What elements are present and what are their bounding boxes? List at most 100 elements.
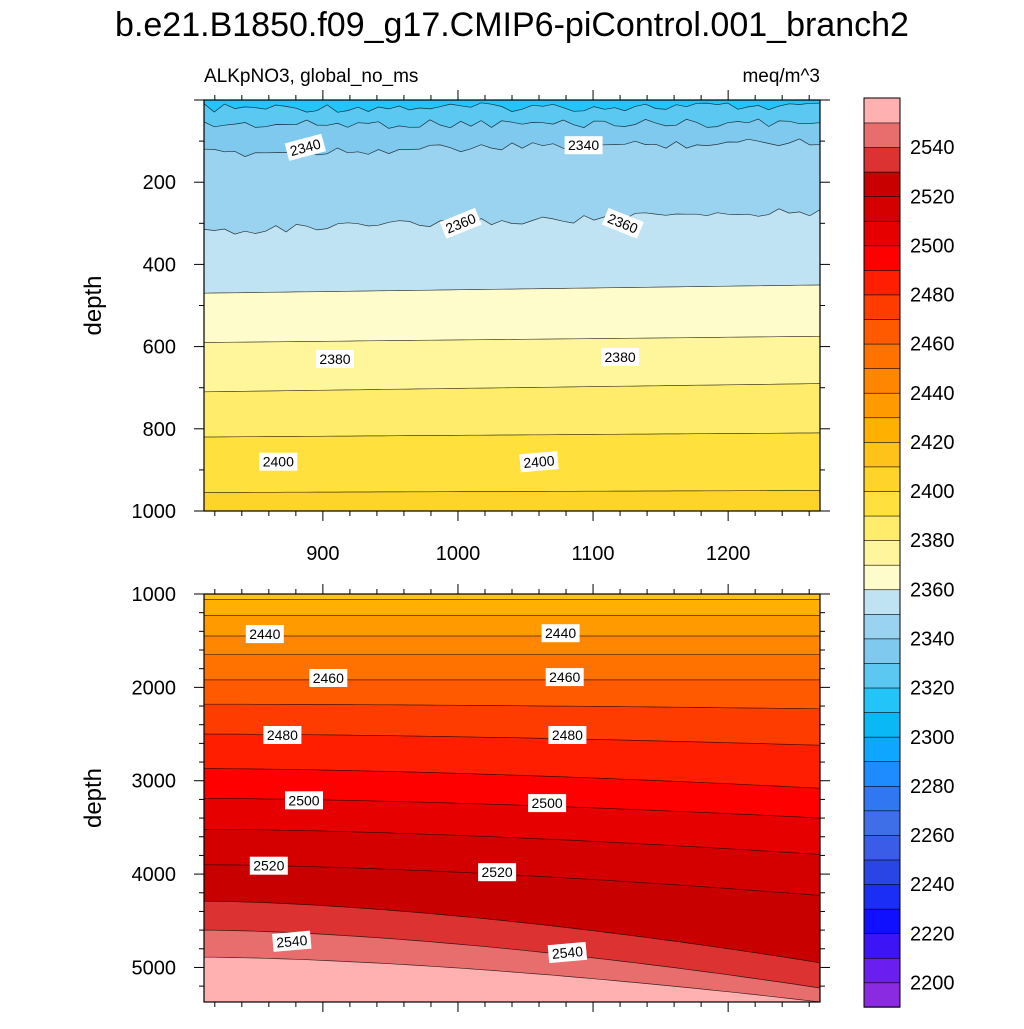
y-tick-label: 4000 xyxy=(132,864,177,886)
contour-label-box xyxy=(285,791,323,810)
x-tick-label: 1100 xyxy=(572,543,615,565)
colorbar-box xyxy=(863,589,901,615)
colorbar-box xyxy=(863,908,901,934)
colorbar-box xyxy=(863,613,901,640)
colorbar-box xyxy=(863,638,901,664)
contour-line-2350 xyxy=(204,208,820,235)
colorbar-box xyxy=(863,392,901,419)
colorbar-tick-label: 2280 xyxy=(910,776,955,798)
colorbar-box xyxy=(863,97,901,124)
colorbar-tick-label: 2440 xyxy=(910,383,955,405)
contour-label-2540: 2540 xyxy=(272,930,312,952)
colorbar-tick-label: 2520 xyxy=(910,186,955,208)
colorbar-box xyxy=(863,662,901,689)
contour-field: 2440 2440 2460 2460 2480 2480 2500 2500 2520 2520… xyxy=(204,594,820,1002)
colorbar-box xyxy=(863,761,901,787)
contour-label-2400: 2400 xyxy=(519,451,559,473)
colorbar-box xyxy=(863,122,901,148)
contour-label-box xyxy=(519,451,559,473)
colorbar-tick-label: 2320 xyxy=(910,678,955,700)
contour-label-box xyxy=(272,930,312,952)
contour-label-text: 2520 xyxy=(482,864,513,880)
subtitle-right: meq/m^3 xyxy=(742,66,820,87)
contour-label-box xyxy=(548,726,587,744)
contour-line-2550 xyxy=(204,956,820,1002)
y-tick-label: 600 xyxy=(143,337,176,359)
colorbar-frame xyxy=(863,97,901,1008)
contour-label-box xyxy=(601,207,644,239)
contour-label-2340: 2340 xyxy=(284,133,326,161)
y-tick-label: 3000 xyxy=(132,771,177,793)
colorbar-box xyxy=(863,736,901,763)
contour-label-box xyxy=(528,794,567,813)
x-axis xyxy=(214,584,810,1012)
colorbar-box xyxy=(863,146,901,173)
contour-label-text: 2340 xyxy=(288,135,322,159)
contour-label-box xyxy=(259,452,298,471)
colorbar-box xyxy=(863,318,901,345)
contour-line-2320 xyxy=(204,102,820,113)
contour-label-2480: 2480 xyxy=(548,726,587,744)
colorbar-box xyxy=(863,711,901,738)
contour-label-2500: 2500 xyxy=(285,791,323,810)
colorbar-box xyxy=(863,982,901,1008)
colorbar-box xyxy=(863,859,901,885)
colorbar-box xyxy=(863,220,901,247)
contour-line-2390 xyxy=(204,432,820,438)
colorbar-tick-label: 2300 xyxy=(910,727,955,749)
contour-label-text: 2460 xyxy=(313,670,344,686)
colorbar-box xyxy=(863,883,901,910)
x-tick-label: 1000 xyxy=(436,543,481,565)
contour-label-text: 2460 xyxy=(549,669,580,685)
colorbar-box xyxy=(863,515,901,541)
contour-line-2510 xyxy=(204,828,820,855)
colorbar-box xyxy=(863,441,901,468)
colorbar-tick-label: 2460 xyxy=(910,334,955,356)
contour-label-2380: 2380 xyxy=(316,349,354,368)
contour-label-box xyxy=(439,207,482,239)
colorbar: 2200 2220 2240 2260 2280 2300 2320 2340 2360 2380… xyxy=(863,97,955,1008)
contour-label-text: 2440 xyxy=(249,626,280,642)
colorbar-tick-label: 2220 xyxy=(910,923,955,945)
colorbar-tick-label: 2260 xyxy=(910,825,955,847)
contour-label-box xyxy=(478,863,517,882)
colorbar-tick-label: 2420 xyxy=(910,432,955,454)
y-tick-label: 5000 xyxy=(132,957,177,979)
y-tick-label: 800 xyxy=(143,419,176,441)
colorbar-tick-label: 2400 xyxy=(910,481,955,503)
colorbar-tick-label: 2500 xyxy=(910,235,955,257)
contour-label-box xyxy=(541,624,580,643)
contour-label-text: 2400 xyxy=(263,454,294,470)
x-tick-label: 1200 xyxy=(706,543,751,565)
lower-panel: 2440 2440 2460 2460 2480 2480 2500 2500 2520 2520… xyxy=(80,584,830,1012)
contour-label-text: 2500 xyxy=(532,795,563,811)
contour-line-2330 xyxy=(204,118,820,129)
colorbar-box xyxy=(863,269,901,296)
colorbar-box xyxy=(863,417,901,443)
subtitle-left: ALKpNO3, global_no_ms xyxy=(204,66,418,87)
colorbar-tick-label: 2380 xyxy=(910,530,955,552)
contour-label-2380: 2380 xyxy=(601,347,640,366)
contour-label-box xyxy=(545,668,584,687)
colorbar-box xyxy=(863,932,901,959)
contour-label-text: 2540 xyxy=(551,943,584,962)
colorbar-box xyxy=(863,466,901,492)
y-axis-label: depth xyxy=(80,768,107,828)
contour-label-text: 2440 xyxy=(545,625,576,641)
y-axis: 1000 2000 3000 4000 5000 xyxy=(132,584,830,987)
contour-line-2480 xyxy=(204,733,820,746)
colorbar-tick-label: 2340 xyxy=(910,629,955,651)
colorbar-box xyxy=(863,490,901,517)
contour-label-2480: 2480 xyxy=(263,726,302,744)
colorbar-tick-label: 2540 xyxy=(910,137,955,159)
y-tick-label: 2000 xyxy=(132,677,177,699)
contour-label-2400: 2400 xyxy=(259,452,298,471)
y-tick-label: 200 xyxy=(143,172,176,194)
colorbar-box xyxy=(863,785,901,812)
colorbar-box xyxy=(863,564,901,591)
colorbar-box xyxy=(863,687,901,713)
